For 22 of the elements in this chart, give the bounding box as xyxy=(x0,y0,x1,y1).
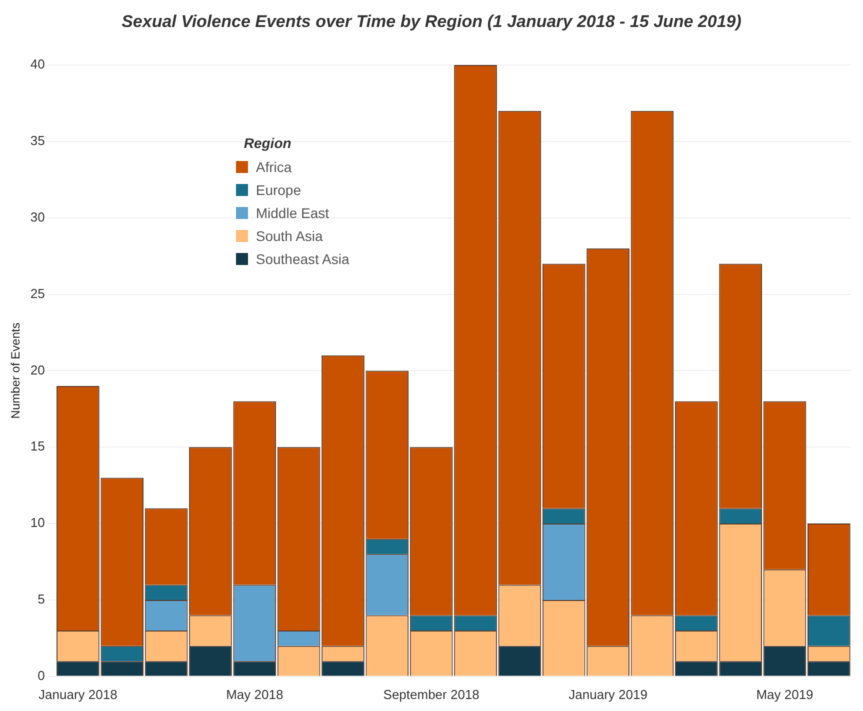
x-tick-label: September 2018 xyxy=(383,686,480,702)
y-tick-label: 5 xyxy=(38,592,45,607)
legend-label: South Asia xyxy=(256,228,323,244)
y-tick-label: 0 xyxy=(38,668,45,683)
y-tick-label: 20 xyxy=(30,362,45,378)
y-tick-label: 10 xyxy=(30,515,45,530)
y-tick-label: 40 xyxy=(30,56,45,72)
y-tick-label: 15 xyxy=(30,438,45,454)
x-tick-label: May 2019 xyxy=(756,686,814,702)
x-tick-label: January 2018 xyxy=(38,686,118,702)
y-tick-label: 35 xyxy=(30,133,45,148)
y-tick-label: 30 xyxy=(30,209,45,224)
legend-title: Region xyxy=(244,135,292,151)
legend-label: Middle East xyxy=(256,204,330,220)
x-tick-label: January 2019 xyxy=(568,686,648,702)
x-tick-label: May 2018 xyxy=(226,686,284,702)
y-axis-title: Number of Events xyxy=(8,322,23,419)
legend-label: Africa xyxy=(256,158,292,174)
chart-title: Sexual Violence Events over Time by Region (1 January 2018 - 15 June 2019) xyxy=(120,12,742,32)
legend-label: Europe xyxy=(256,182,302,198)
y-tick-label: 25 xyxy=(30,286,45,301)
legend-label: Southeast Asia xyxy=(256,250,350,266)
